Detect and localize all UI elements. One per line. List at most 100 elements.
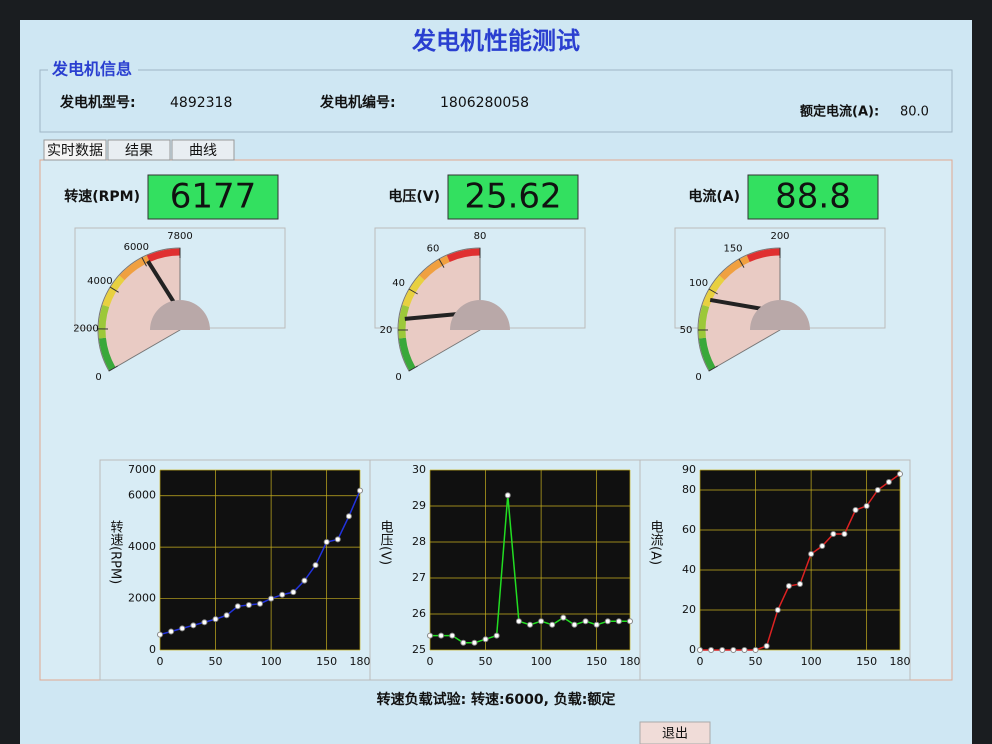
data-point xyxy=(312,562,319,569)
y-tick-label: 2000 xyxy=(128,592,156,605)
x-tick-label: 150 xyxy=(856,655,877,668)
y-tick-label: 29 xyxy=(412,499,426,512)
data-point xyxy=(830,531,837,537)
x-tick-label: 180 xyxy=(890,655,911,668)
gauge-label: 电压(V) xyxy=(388,188,440,205)
gauge-tick xyxy=(708,288,718,295)
gauge-tick xyxy=(109,286,119,293)
digital-value: 88.8 xyxy=(775,177,851,217)
gauge-tick-label: 4000 xyxy=(87,276,112,287)
tab[interactable] xyxy=(43,139,107,161)
data-point xyxy=(785,583,792,589)
y-tick-label: 28 xyxy=(412,535,426,548)
data-point xyxy=(168,628,175,635)
gauge-tick-label: 100 xyxy=(689,278,708,289)
data-point xyxy=(179,625,186,632)
x-tick-label: 0 xyxy=(427,655,434,668)
data-point xyxy=(763,643,770,649)
tab[interactable] xyxy=(107,139,171,161)
data-point xyxy=(245,602,252,608)
data-point xyxy=(797,581,803,587)
data-point xyxy=(819,543,826,549)
gauge-label: 电流(A) xyxy=(688,188,740,205)
x-tick-label: 150 xyxy=(316,655,337,668)
y-tick-label: 90 xyxy=(682,463,696,476)
gauge-tick-label: 200 xyxy=(770,231,789,242)
gauge-tick xyxy=(141,257,147,267)
gauge-band xyxy=(398,304,410,339)
data-point xyxy=(730,647,737,653)
x-tick-label: 50 xyxy=(749,655,763,668)
data-point xyxy=(234,603,241,610)
data-point xyxy=(719,647,726,653)
data-point xyxy=(223,612,230,619)
plot-area xyxy=(160,470,360,650)
gauge-band xyxy=(446,248,481,262)
title: 发电机性能测试 xyxy=(411,27,580,55)
data-point xyxy=(808,551,815,557)
data-point xyxy=(449,632,456,639)
data-point xyxy=(527,621,533,628)
y-tick-label: 20 xyxy=(682,603,696,616)
data-point xyxy=(438,632,445,639)
gauge-tick xyxy=(438,258,445,268)
data-point xyxy=(190,622,197,629)
gauge-tick-label: 0 xyxy=(395,372,401,383)
gauge-tick-label: 6000 xyxy=(124,242,149,253)
gauge-hub xyxy=(450,300,510,330)
gauge-tick xyxy=(408,365,418,372)
data-point xyxy=(471,639,478,646)
data-point xyxy=(885,479,892,485)
data-point xyxy=(841,531,848,537)
info-box xyxy=(39,69,953,133)
button-label[interactable]: 退出 xyxy=(662,727,688,742)
gauge-band xyxy=(98,337,116,371)
data-point xyxy=(334,536,341,543)
data-point xyxy=(752,647,759,653)
gauge-band xyxy=(698,337,716,371)
field-label: 发电机编号: xyxy=(319,94,396,111)
field-label: 额定电流(A): xyxy=(800,104,879,120)
button[interactable] xyxy=(639,721,711,744)
x-tick-label: 180 xyxy=(350,655,371,668)
data-point xyxy=(571,621,578,628)
field-value: 4892318 xyxy=(170,95,232,111)
data-point xyxy=(212,616,219,623)
gauge-band xyxy=(398,337,416,371)
y-tick-label: 6000 xyxy=(128,489,156,502)
gauge-tick-label: 60 xyxy=(427,244,440,255)
tab-label[interactable]: 实时数据 xyxy=(47,143,103,159)
x-tick-label: 150 xyxy=(586,655,607,668)
status-text: 转速负载试验: 转速:6000, 负载:额定 xyxy=(377,691,616,708)
data-point xyxy=(697,647,703,653)
data-point xyxy=(157,631,163,638)
data-point xyxy=(301,577,308,584)
data-point xyxy=(279,591,286,598)
data-point xyxy=(323,539,330,545)
gauge-band xyxy=(719,255,750,281)
gauge-tick-label: 0 xyxy=(695,372,701,383)
tab-label[interactable]: 曲线 xyxy=(189,143,217,159)
data-point xyxy=(257,600,263,607)
data-point xyxy=(852,507,859,513)
data-point xyxy=(290,589,297,596)
data-point xyxy=(741,647,748,653)
tab-label[interactable]: 结果 xyxy=(125,143,153,159)
y-tick-label: 60 xyxy=(682,523,696,536)
gauge-tick xyxy=(108,365,118,372)
gauge-label: 转速(RPM) xyxy=(64,188,140,205)
x-tick-label: 50 xyxy=(479,655,493,668)
field-value: 1806280058 xyxy=(440,95,529,111)
tab[interactable] xyxy=(171,139,235,161)
y-tick-label: 4000 xyxy=(128,540,156,553)
data-point xyxy=(593,621,600,628)
data-point xyxy=(427,632,433,639)
y-tick-label: 7000 xyxy=(128,463,156,476)
info-title-bg xyxy=(48,62,138,78)
gauge-band xyxy=(146,248,181,262)
digital-value: 25.62 xyxy=(464,177,561,217)
x-tick-label: 100 xyxy=(261,655,282,668)
gauge-tick xyxy=(408,288,418,295)
gauge-tick-label: 150 xyxy=(723,244,742,255)
data-point xyxy=(482,636,489,643)
